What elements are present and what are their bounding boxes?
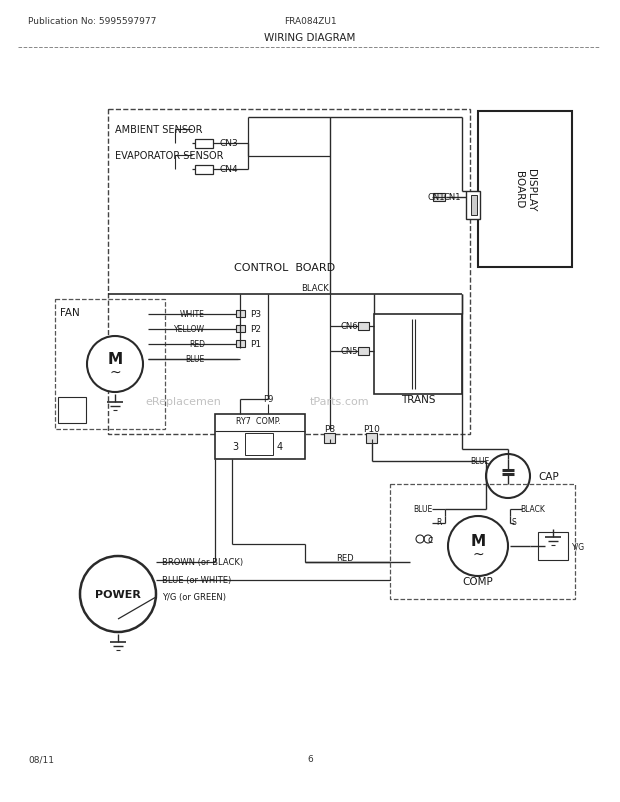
Bar xyxy=(358,322,369,330)
Text: P10: P10 xyxy=(363,425,381,434)
Text: P9: P9 xyxy=(263,395,273,404)
Bar xyxy=(236,326,245,333)
Bar xyxy=(236,341,245,347)
Circle shape xyxy=(486,455,530,498)
Bar xyxy=(366,433,377,444)
Text: BROWN (or BLACK): BROWN (or BLACK) xyxy=(162,558,243,567)
Text: RED: RED xyxy=(336,554,354,563)
Text: EVAPORATOR SENSOR: EVAPORATOR SENSOR xyxy=(115,151,223,160)
Text: ~: ~ xyxy=(472,547,484,561)
Circle shape xyxy=(87,337,143,392)
Text: YELLOW: YELLOW xyxy=(174,325,205,334)
Circle shape xyxy=(80,557,156,632)
Text: BLUE: BLUE xyxy=(413,505,432,514)
Bar xyxy=(358,347,369,355)
Bar xyxy=(374,314,462,395)
Bar xyxy=(58,398,86,423)
Bar xyxy=(471,196,477,216)
Bar xyxy=(55,300,165,429)
Text: ~: ~ xyxy=(109,366,121,379)
Bar xyxy=(108,110,470,435)
Text: BLUE (or WHITE): BLUE (or WHITE) xyxy=(162,576,231,585)
Text: M: M xyxy=(107,352,123,367)
Text: WIRING DIAGRAM: WIRING DIAGRAM xyxy=(264,33,356,43)
Text: CN3: CN3 xyxy=(219,140,237,148)
Text: M: M xyxy=(471,534,485,549)
Text: 6: 6 xyxy=(307,755,313,764)
Bar xyxy=(433,194,445,202)
Bar xyxy=(324,433,335,444)
Text: TRANS: TRANS xyxy=(401,395,435,404)
Circle shape xyxy=(448,516,508,577)
Text: BLACK: BLACK xyxy=(520,505,545,514)
Text: S: S xyxy=(512,518,516,527)
Text: 08/11: 08/11 xyxy=(28,755,54,764)
Text: eReplacemen: eReplacemen xyxy=(145,396,221,407)
Text: CAP: CAP xyxy=(538,472,559,481)
Bar xyxy=(466,192,480,220)
Text: FAN: FAN xyxy=(60,308,80,318)
Bar xyxy=(236,310,245,318)
Bar xyxy=(195,140,213,149)
Bar xyxy=(245,433,273,456)
Text: tParts.com: tParts.com xyxy=(310,396,370,407)
Text: R: R xyxy=(436,518,442,527)
Text: CN6: CN6 xyxy=(340,322,358,331)
Text: AMBIENT SENSOR: AMBIENT SENSOR xyxy=(115,125,203,135)
Text: CN1: CN1 xyxy=(443,193,461,202)
Text: Y/G: Y/G xyxy=(572,542,585,551)
Bar xyxy=(215,415,305,460)
Text: CN4: CN4 xyxy=(219,165,237,174)
Text: BLUE: BLUE xyxy=(186,355,205,364)
Text: 3: 3 xyxy=(232,441,238,452)
Bar xyxy=(478,111,572,268)
Text: RED: RED xyxy=(189,340,205,349)
Text: P1: P1 xyxy=(250,340,261,349)
Text: P3: P3 xyxy=(250,310,261,319)
Text: CN1: CN1 xyxy=(428,193,445,202)
Text: RY7  COMP.: RY7 COMP. xyxy=(236,417,280,426)
Text: BLACK: BLACK xyxy=(301,284,329,294)
Text: COMP: COMP xyxy=(463,577,494,586)
Bar xyxy=(390,484,575,599)
Text: FRA084ZU1: FRA084ZU1 xyxy=(284,18,336,26)
Text: CONTROL  BOARD: CONTROL BOARD xyxy=(234,263,335,273)
Text: CN5: CN5 xyxy=(340,347,358,356)
Text: c: c xyxy=(427,534,433,545)
Bar xyxy=(195,166,213,175)
Text: BLUE: BLUE xyxy=(471,457,490,466)
Text: POWER: POWER xyxy=(95,589,141,599)
Text: 4: 4 xyxy=(277,441,283,452)
Text: P8: P8 xyxy=(324,425,335,434)
Text: WHITE: WHITE xyxy=(180,310,205,319)
Bar xyxy=(538,533,568,561)
Text: DISPLAY
BOARD: DISPLAY BOARD xyxy=(514,168,536,211)
Text: P2: P2 xyxy=(250,325,261,334)
Text: Publication No: 5995597977: Publication No: 5995597977 xyxy=(28,18,156,26)
Text: Y/G (or GREEN): Y/G (or GREEN) xyxy=(162,593,226,602)
